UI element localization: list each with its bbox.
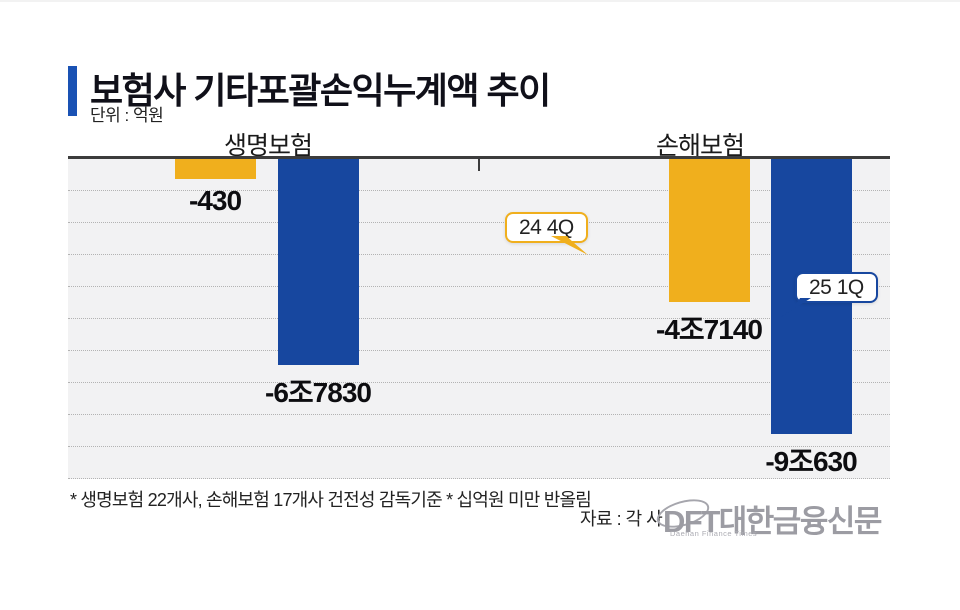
gridline [68,382,890,383]
gridline [68,414,890,415]
gridline [68,318,890,319]
gridline [68,286,890,287]
bar-nonlife-q4-2024 [668,159,750,302]
callout-q1-2025-label: 25 1Q [809,275,864,299]
bar-value-label: -430 [188,185,242,216]
publisher-logo: DFT대한금융신문 Daehan Finance Times [653,494,903,540]
page-title: 보험사 기타포괄손익누계액 추이 [90,70,551,111]
bar-column: -6조7830 [248,159,388,411]
bar-column: -430 [145,159,285,217]
bar-life-q4-2024 [174,159,256,179]
callout-q4-2024: 24 4Q [505,212,588,243]
bar-value-label: -4조7140 [656,314,763,345]
bar-value-label: -9조630 [765,446,857,477]
source-label: 자료 : 각 사 [580,509,663,529]
gridline [68,478,890,479]
gridline [68,254,890,255]
chart-plot-area: -430 -6조7830 -4조7140 -9조630 24 4Q 25 1Q [68,156,890,479]
group-label-nonlife-insurance: 손해보험 [655,132,745,160]
top-edge-divider [0,0,960,2]
group-label-life-insurance: 생명보험 [223,132,313,160]
title-accent-bar [68,66,77,116]
callout-q4-2024-label: 24 4Q [519,215,574,239]
bar-column: -4조7140 [639,159,779,348]
gridline [68,350,890,351]
unit-label: 단위 : 억원 [90,106,164,125]
gridline [68,222,890,223]
bar-value-label: -6조7830 [265,377,372,408]
callout-tail-down-left-icon [780,298,812,320]
callout-tail-down-right-icon [550,236,590,258]
logo-dft-text: DFT대한금융신문 [663,504,882,539]
footnote: * 생명보험 22개사, 손해보험 17개사 건전성 감독기준 * 십억원 미만… [70,490,592,510]
gridline [68,190,890,191]
bar-life-q1-2025 [277,159,359,365]
group-divider-tick [478,159,480,171]
logo-subtitle: Daehan Finance Times [670,529,758,538]
gridline [68,446,890,447]
callout-q1-2025: 25 1Q [795,272,878,303]
zero-axis-line [68,156,890,159]
